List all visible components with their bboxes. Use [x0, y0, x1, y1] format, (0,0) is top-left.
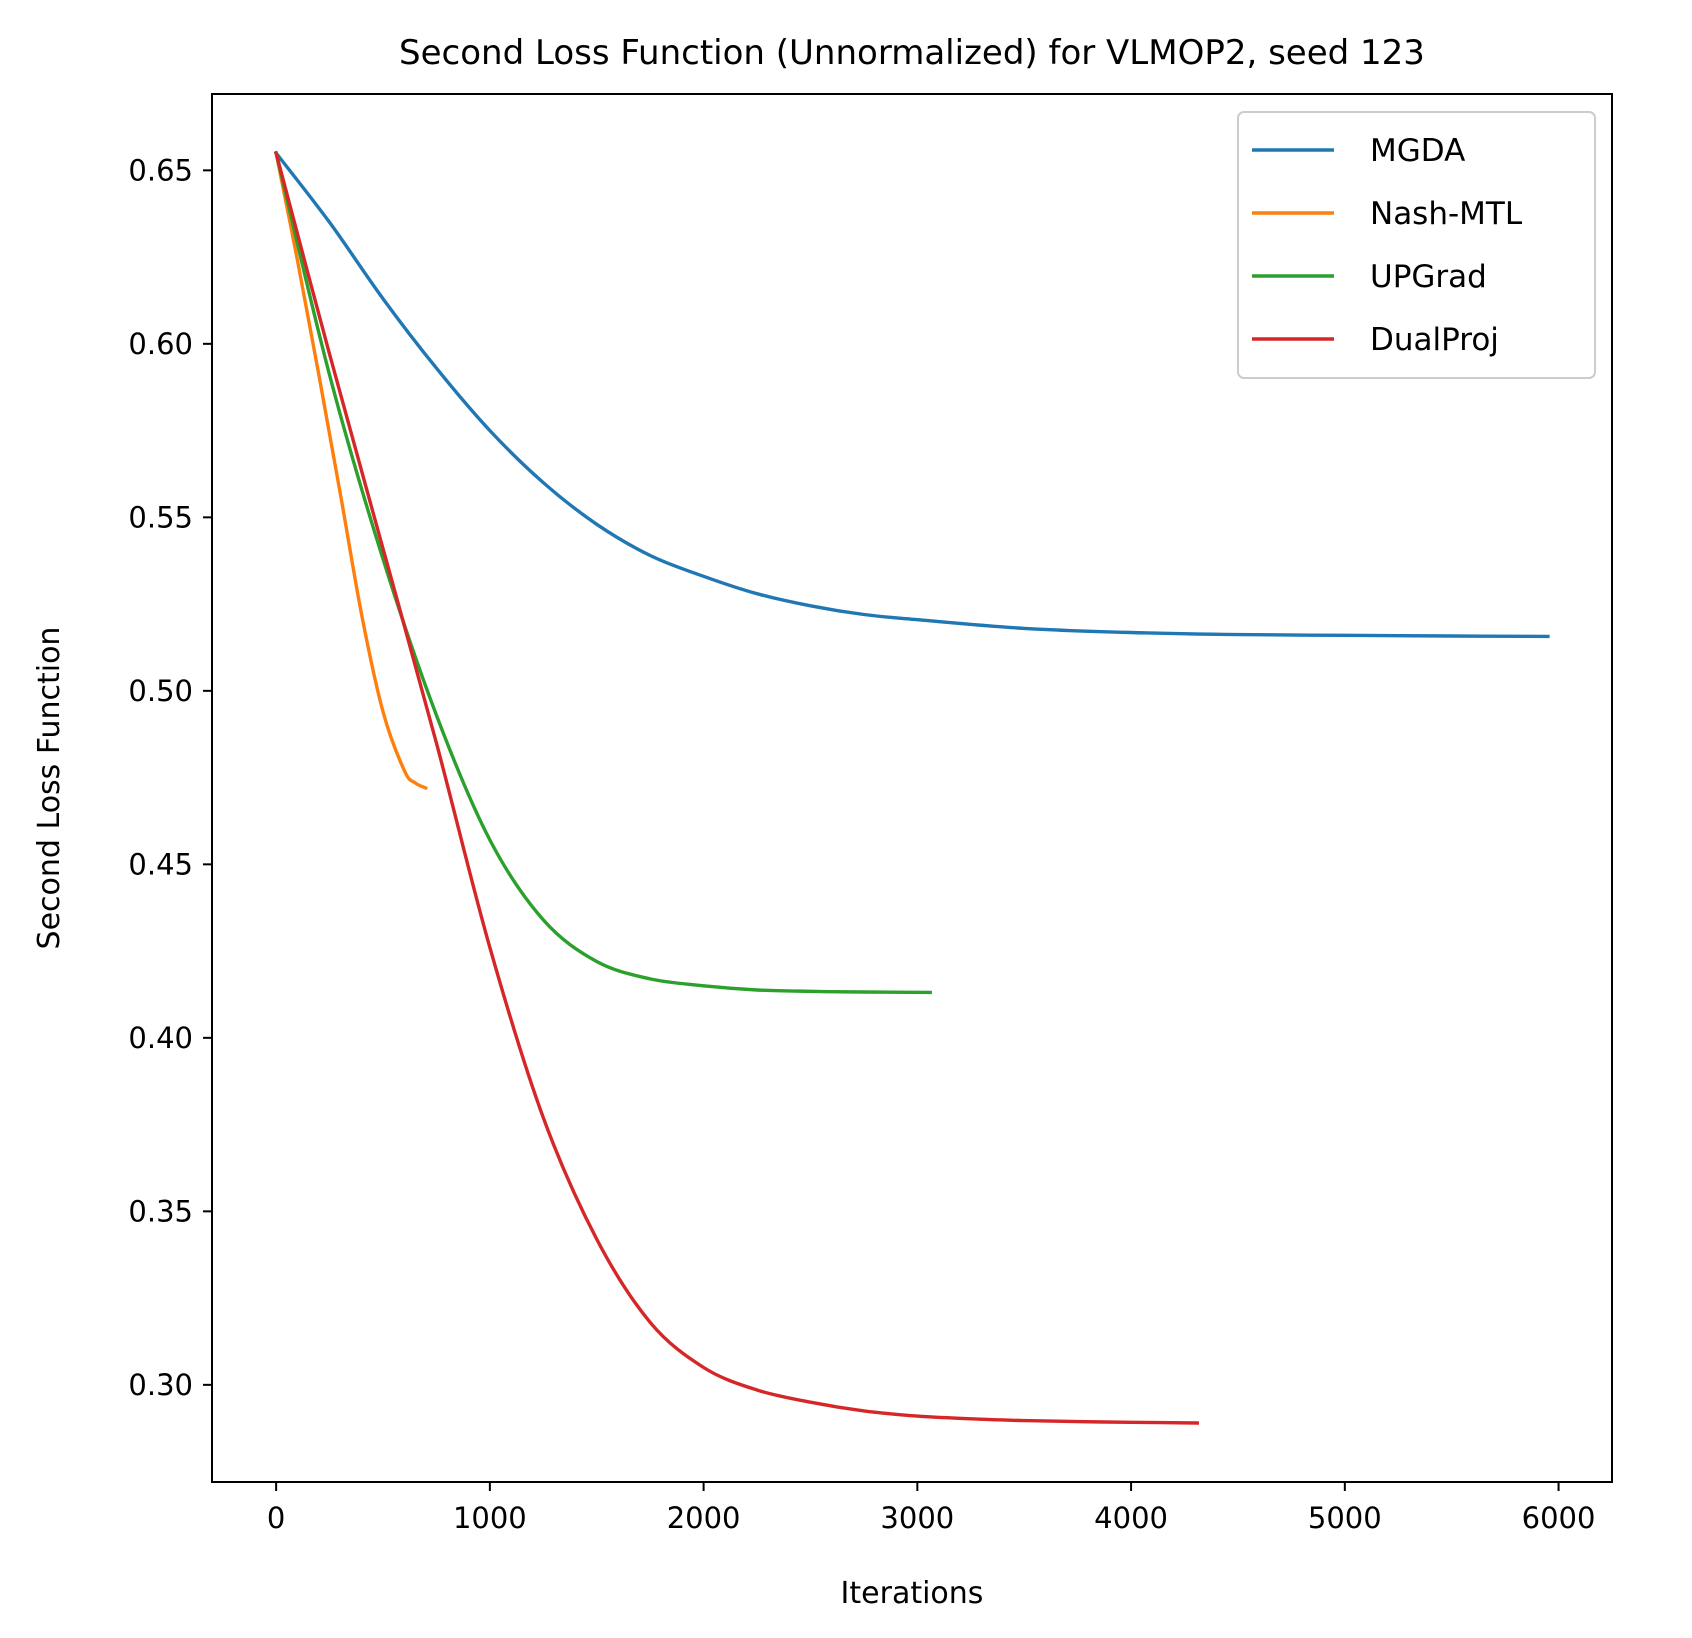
x-tick-label: 1000	[453, 1501, 527, 1535]
x-tick-label: 5000	[1308, 1501, 1382, 1535]
x-tick-label: 4000	[1094, 1501, 1168, 1535]
y-tick-label: 0.30	[128, 1368, 193, 1402]
x-tick-label: 2000	[667, 1501, 741, 1535]
plot-frame	[211, 93, 1613, 1483]
y-tick-label: 0.60	[128, 327, 193, 361]
series-line-dualproj	[274, 150, 1200, 1425]
legend-label-dualproj: DualProj	[1370, 322, 1499, 358]
y-tick-label: 0.65	[128, 153, 193, 187]
series-layer	[273, 150, 1550, 1425]
y-tick-label: 0.55	[128, 500, 193, 534]
chart-title: Second Loss Function (Unnormalized) for …	[399, 33, 1425, 73]
legend-label-nash-mtl: Nash-MTL	[1370, 196, 1523, 232]
legend-box	[1237, 111, 1596, 379]
x-axis-label: Iterations	[841, 1576, 984, 1611]
x-tick-label: 6000	[1522, 1501, 1596, 1535]
series-line-mgda	[273, 150, 1550, 639]
y-tick-label: 0.45	[128, 847, 193, 881]
legend: MGDA Nash-MTL UPGrad DualProj	[1237, 111, 1596, 379]
x-tick-label: 0	[267, 1501, 285, 1535]
series-line-nash-mtl	[274, 150, 428, 791]
legend-label-upgrad: UPGrad	[1370, 259, 1487, 295]
y-tick-label: 0.35	[128, 1194, 193, 1228]
ticks-layer: 0 1000 2000 3000 4000 5000 6000 0.30 0.35 0.40 0.4…	[128, 153, 1595, 1535]
y-tick-label: 0.50	[128, 674, 193, 708]
series-line-upgrad	[274, 150, 932, 995]
legend-label-mgda: MGDA	[1370, 133, 1465, 169]
y-axis-label: Second Loss Function	[32, 627, 67, 950]
x-tick-label: 3000	[880, 1501, 954, 1535]
y-tick-label: 0.40	[128, 1021, 193, 1055]
